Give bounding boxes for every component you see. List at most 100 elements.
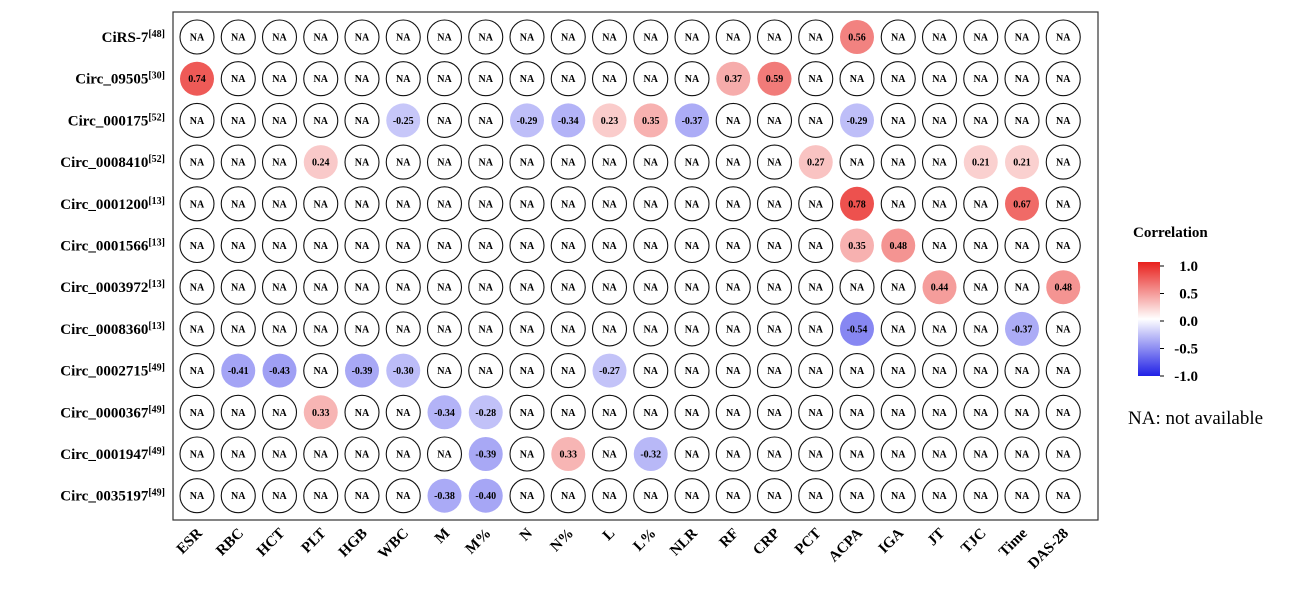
cell-na-circle (839, 353, 875, 389)
cell-na-circle (715, 311, 751, 347)
cell-na-label: NA (809, 366, 824, 377)
cell-grid: NA NA NA NA NA NA NA NA NA NA NA NA NA NA NA NA 0.56 NA NA… (179, 19, 1081, 514)
cell-na-circle (550, 61, 586, 97)
cell-na-label: NA (767, 491, 782, 502)
cell-na-circle (880, 478, 916, 514)
cell-na-label: NA (1015, 366, 1030, 377)
cell-na-circle (220, 144, 256, 180)
cell-na-circle (963, 478, 999, 514)
cell-na-circle (468, 227, 504, 264)
cell-na-label: NA (1015, 241, 1030, 252)
cell-na-label: NA (1056, 199, 1071, 210)
cell-value-circle (798, 145, 833, 180)
cell-na-circle (880, 186, 916, 222)
cell-na-circle (385, 311, 421, 347)
cell-value-label: 0.21 (1013, 158, 1031, 169)
cell-na-circle (261, 186, 298, 222)
cell-na-circle (468, 311, 504, 347)
cell-na-label: NA (850, 74, 865, 85)
cell-na-circle (261, 61, 298, 97)
cell-na-label: NA (850, 283, 865, 294)
cell-value-label: -0.43 (269, 366, 290, 377)
cell-na-label: NA (767, 283, 782, 294)
cell-na-label: NA (1015, 491, 1030, 502)
cell-na-label: NA (1056, 33, 1071, 44)
cell-na-label: NA (932, 491, 947, 502)
cell-na-circle (880, 311, 916, 347)
cell-na-label: NA (602, 241, 617, 252)
cell-na-circle (220, 186, 256, 222)
cell-na-circle (468, 186, 504, 222)
cell-na-label: NA (932, 199, 947, 210)
cell-value-circle (262, 353, 297, 388)
cell-value-label: -0.34 (434, 408, 455, 419)
cell-na-label: NA (644, 366, 659, 377)
cell-value-label: 0.74 (188, 74, 206, 85)
cell-na-label: NA (974, 116, 989, 127)
cell-na-circle (385, 394, 421, 430)
cell-na-circle (261, 436, 298, 472)
cell-na-label: NA (520, 283, 535, 294)
cell-na-label: NA (1056, 366, 1071, 377)
cell-value-circle (427, 478, 462, 513)
cell-na-circle (344, 394, 380, 430)
cell-na-circle (1045, 227, 1081, 264)
cell-na-label: NA (272, 116, 287, 127)
legend-tick-label: 0.5 (1179, 287, 1198, 303)
cell-na-circle (550, 394, 586, 430)
row-label: Circ_0008410[52] (60, 154, 165, 172)
row-label: Circ_0002715[49] (60, 362, 165, 380)
cell-na-circle (220, 436, 256, 472)
cell-na-label: NA (396, 408, 411, 419)
cell-na-circle (674, 227, 710, 264)
cell-na-circle (921, 186, 958, 222)
cell-value-circle (757, 61, 792, 96)
cell-na-label: NA (437, 199, 452, 210)
cell-na-label: NA (231, 199, 246, 210)
cell-na-circle (756, 19, 793, 55)
cell-na-circle (303, 436, 339, 472)
cell-na-label: NA (561, 366, 576, 377)
cell-na-label: NA (644, 283, 659, 294)
cell-na-label: NA (891, 408, 906, 419)
cell-na-circle (426, 102, 463, 138)
cell-na-label: NA (272, 283, 287, 294)
cell-na-label: NA (685, 491, 700, 502)
cell-na-circle (220, 102, 256, 138)
cell-na-label: NA (809, 450, 824, 461)
cell-na-circle (1004, 353, 1040, 389)
cell-na-circle (715, 478, 751, 514)
cell-na-circle (426, 19, 463, 55)
row-label: Circ_0001947[49] (60, 446, 165, 464)
cell-na-circle (591, 436, 628, 472)
cell-na-label: NA (272, 324, 287, 335)
cell-na-circle (591, 478, 628, 514)
cell-na-circle (756, 144, 793, 180)
cell-na-circle (426, 186, 463, 222)
cell-na-label: NA (520, 199, 535, 210)
cell-na-label: NA (726, 199, 741, 210)
cell-na-label: NA (974, 199, 989, 210)
cell-na-label: NA (520, 324, 535, 335)
cell-na-label: NA (644, 74, 659, 85)
cell-value-circle (633, 103, 668, 138)
cell-na-label: NA (314, 74, 329, 85)
cell-na-label: NA (479, 116, 494, 127)
cell-na-circle (220, 227, 256, 264)
cell-na-circle (385, 478, 421, 514)
cell-value-circle (963, 145, 998, 180)
cell-na-label: NA (1056, 324, 1071, 335)
cell-value-circle (468, 437, 503, 471)
cell-na-circle (1045, 436, 1081, 472)
cell-na-circle (509, 144, 545, 180)
cell-na-circle (674, 436, 710, 472)
cell-na-circle (426, 311, 463, 347)
cell-na-circle (344, 311, 380, 347)
cell-na-circle (1045, 311, 1081, 347)
na-note: NA: not available (1128, 408, 1263, 429)
cell-na-circle (715, 144, 751, 180)
cell-na-circle (921, 311, 958, 347)
cell-na-circle (633, 478, 669, 514)
cell-na-label: NA (932, 366, 947, 377)
cell-na-label: NA (437, 241, 452, 252)
